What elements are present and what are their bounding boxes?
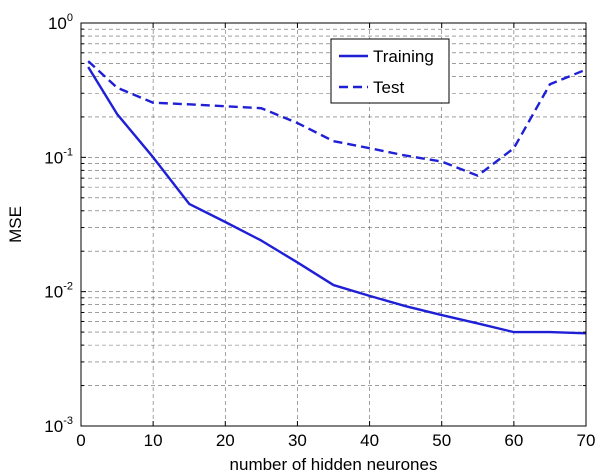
legend-label-training: Training bbox=[373, 47, 434, 66]
series-line-test bbox=[87, 60, 587, 177]
x-axis-label: number of hidden neurones bbox=[230, 455, 438, 474]
x-tick-label: 0 bbox=[76, 431, 85, 450]
y-tick-exponent: 0 bbox=[67, 12, 73, 24]
x-tick-labels: 0 10 20 30 40 50 60 70 bbox=[76, 431, 595, 450]
x-tick-label: 70 bbox=[577, 431, 596, 450]
y-tick-label: 10-3 bbox=[44, 415, 73, 436]
y-tick-label: 10-2 bbox=[44, 281, 73, 302]
x-tick-label: 60 bbox=[504, 431, 523, 450]
series-line-training bbox=[87, 66, 587, 335]
y-tick-base: 10 bbox=[44, 148, 63, 167]
series-group bbox=[87, 60, 587, 335]
legend-label-test: Test bbox=[373, 78, 404, 97]
y-tick-base: 10 bbox=[44, 417, 63, 436]
y-tick-exponent: -2 bbox=[63, 281, 73, 293]
y-tick-base: 10 bbox=[48, 14, 67, 33]
x-tick-label: 20 bbox=[216, 431, 235, 450]
y-tick-exponent: -1 bbox=[63, 146, 73, 158]
y-tick-exponent: -3 bbox=[63, 415, 73, 427]
y-axis-label: MSE bbox=[6, 206, 25, 243]
x-tick-label: 50 bbox=[432, 431, 451, 450]
plot-frame bbox=[80, 22, 587, 427]
tick-marks bbox=[80, 22, 587, 427]
x-tick-label: 40 bbox=[360, 431, 379, 450]
x-tick-label: 10 bbox=[144, 431, 163, 450]
y-tick-label: 100 bbox=[48, 12, 73, 33]
x-tick-label: 30 bbox=[288, 431, 307, 450]
y-tick-base: 10 bbox=[44, 283, 63, 302]
legend: Training Test bbox=[330, 38, 450, 104]
y-tick-label: 10-1 bbox=[44, 146, 73, 167]
legend-box bbox=[330, 38, 450, 104]
